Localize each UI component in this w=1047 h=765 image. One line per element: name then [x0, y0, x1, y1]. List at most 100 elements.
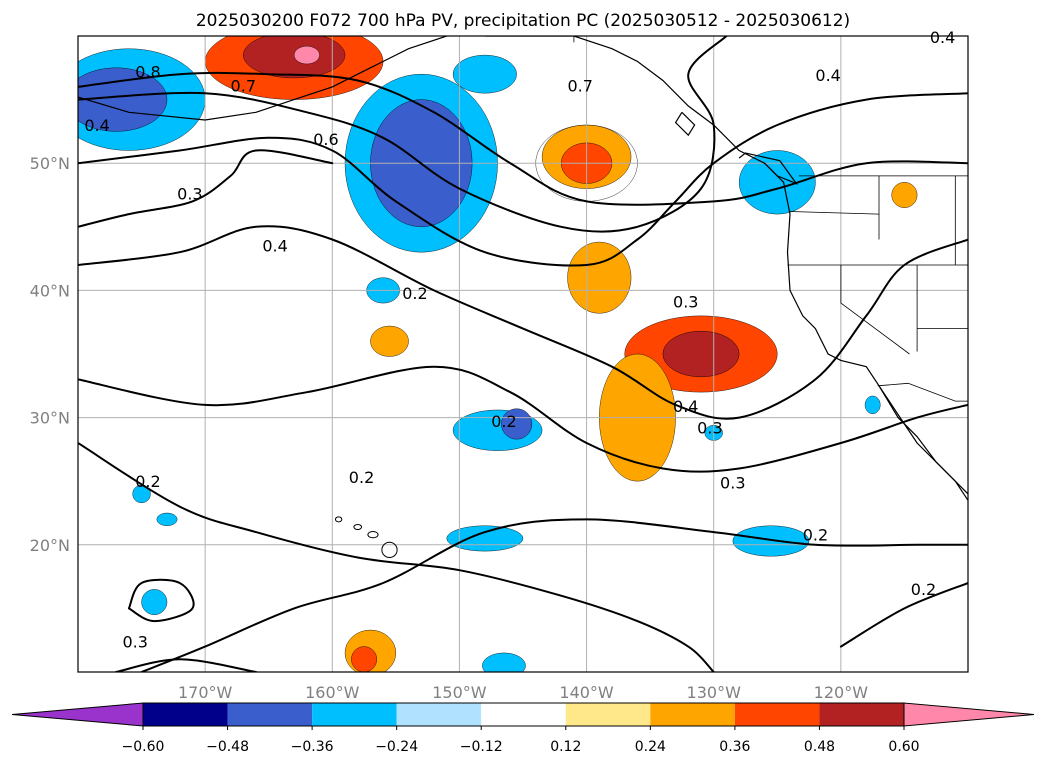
- lat-tick-label: 20°N: [30, 536, 70, 555]
- coastline-4: [674, 111, 696, 137]
- pv-contour-layer: [78, 36, 968, 672]
- colorbar-segment: [143, 703, 228, 726]
- contour-label: 0.4: [930, 28, 955, 47]
- coastline-layer: [78, 36, 968, 559]
- lon-tick-label: 120°W: [814, 683, 869, 702]
- precip-region-27: [156, 512, 178, 526]
- contour-label: 0.2: [402, 284, 427, 303]
- map-frame: [77, 35, 969, 673]
- colorbar-tick-label: 0.48: [804, 739, 835, 755]
- island-2: [353, 523, 363, 531]
- pv-contour-0.2-7: [140, 518, 968, 672]
- colorbar-tick-label: 0.12: [550, 739, 581, 755]
- island-0: [381, 541, 398, 559]
- precip-region-11: [738, 150, 816, 215]
- longitude-tick-labels: 170°W 160°W 150°W 140°W 130°W 120°W: [178, 683, 868, 702]
- colorbar-tick-label: −0.24: [375, 739, 418, 755]
- lat-tick-label: 40°N: [30, 281, 70, 300]
- precip-region-29: [864, 395, 881, 414]
- contour-label: 0.2: [135, 472, 160, 491]
- precip-region-2: [293, 45, 320, 65]
- colorbar-extend-high: [903, 702, 1035, 727]
- colorbar-segment: [312, 703, 397, 726]
- colorbar-segment: [481, 703, 566, 726]
- colorbar-outline: [142, 702, 905, 727]
- border-10: [789, 211, 880, 215]
- lat-tick-label: 30°N: [30, 409, 70, 428]
- colorbar-tick-label: −0.60: [122, 739, 165, 755]
- precip-region-28: [891, 182, 918, 208]
- contour-label: 0.6: [313, 130, 338, 149]
- colorbar-extend-low: [11, 702, 144, 727]
- colorbar-segment: [227, 703, 313, 726]
- contour-label: 0.7: [231, 76, 256, 95]
- lat-tick-label: 50°N: [30, 154, 70, 173]
- colorbar-segment: [819, 703, 904, 726]
- precip-region-18: [501, 408, 533, 440]
- precip-region-22: [482, 652, 526, 672]
- contour-label: 0.3: [122, 632, 147, 651]
- coastline-0: [78, 36, 447, 121]
- pv-contour-0.3-5: [78, 365, 968, 473]
- chart-title: 2025030200 F072 700 hPa PV, precipitatio…: [196, 11, 850, 31]
- colorbar-tick-label: −0.12: [460, 739, 503, 755]
- colorbar: −0.60 −0.48 −0.36 −0.24 −0.12 0.12 0.24 0.36 0.4…: [11, 702, 1035, 755]
- pv-contour-0.6-2: [78, 92, 968, 267]
- contour-label: 0.3: [177, 185, 202, 204]
- lon-tick-label: 150°W: [432, 683, 487, 702]
- border-4: [840, 265, 910, 355]
- lon-tick-label: 130°W: [687, 683, 742, 702]
- lon-tick-label: 160°W: [305, 683, 360, 702]
- coastline-2: [878, 385, 968, 501]
- coastline-3: [738, 152, 799, 185]
- precip-region-7: [452, 54, 517, 94]
- precip-region-20: [732, 525, 810, 557]
- contour-label: 0.2: [911, 580, 936, 599]
- island-3: [334, 516, 343, 523]
- contour-label: 0.4: [262, 237, 287, 256]
- map-gridlines: [78, 36, 968, 672]
- colorbar-tick-label: −0.48: [206, 739, 249, 755]
- precip-region-21: [446, 525, 524, 552]
- colorbar-segment: [734, 703, 820, 726]
- contour-label: 0.2: [349, 468, 374, 487]
- contour-label-layer: 0.8 0.7 0.4 0.6 0.3 0.4 0.2 0.2 0.7 0.4 0.4 0.3 0.4 0…: [84, 28, 955, 651]
- contour-label: 0.4: [84, 116, 109, 135]
- precip-region-13: [370, 325, 409, 357]
- pv-contour-0.3-9: [115, 658, 257, 672]
- contour-label: 0.3: [673, 293, 698, 312]
- island-1: [367, 530, 379, 539]
- precip-region-1: [243, 36, 346, 79]
- precip-region-12: [567, 241, 632, 314]
- pv-contour-0.7-1: [78, 36, 728, 233]
- contour-label: 0.7: [567, 76, 592, 95]
- colorbar-tick-label: 0.24: [635, 739, 666, 755]
- precip-region-24: [351, 646, 377, 672]
- contour-label: 0.2: [491, 412, 516, 431]
- colorbar-tick-label: 0.60: [888, 739, 919, 755]
- pv-contour-0.3-4: [78, 149, 334, 228]
- contour-label: 0.8: [135, 62, 160, 81]
- colorbar-segment: [650, 703, 735, 726]
- pv-contour-0.2-10: [839, 582, 968, 648]
- colorbar-tick-label: 0.36: [719, 739, 750, 755]
- contour-label: 0.4: [815, 66, 840, 85]
- coastline-1: [484, 36, 968, 495]
- pv-contour-0.2-6: [78, 442, 715, 672]
- pv-contour-0.3-8: [127, 578, 195, 623]
- contour-label: 0.4: [673, 397, 698, 416]
- pv-contour-0.8-0: [78, 71, 968, 206]
- colorbar-segment: [396, 703, 482, 726]
- contour-label: 0.3: [720, 473, 745, 492]
- contour-label: 0.3: [697, 419, 722, 438]
- pv-contour-0.4-3: [78, 225, 968, 420]
- border-2: [877, 382, 968, 402]
- lon-tick-label: 170°W: [178, 683, 233, 702]
- precip-region-25: [141, 589, 168, 615]
- contour-label: 0.2: [803, 525, 828, 544]
- colorbar-tick-label: −0.36: [291, 739, 334, 755]
- latitude-tick-labels: 20°N 30°N 40°N 50°N: [30, 154, 70, 555]
- lon-tick-label: 140°W: [559, 683, 614, 702]
- colorbar-segment: [565, 703, 651, 726]
